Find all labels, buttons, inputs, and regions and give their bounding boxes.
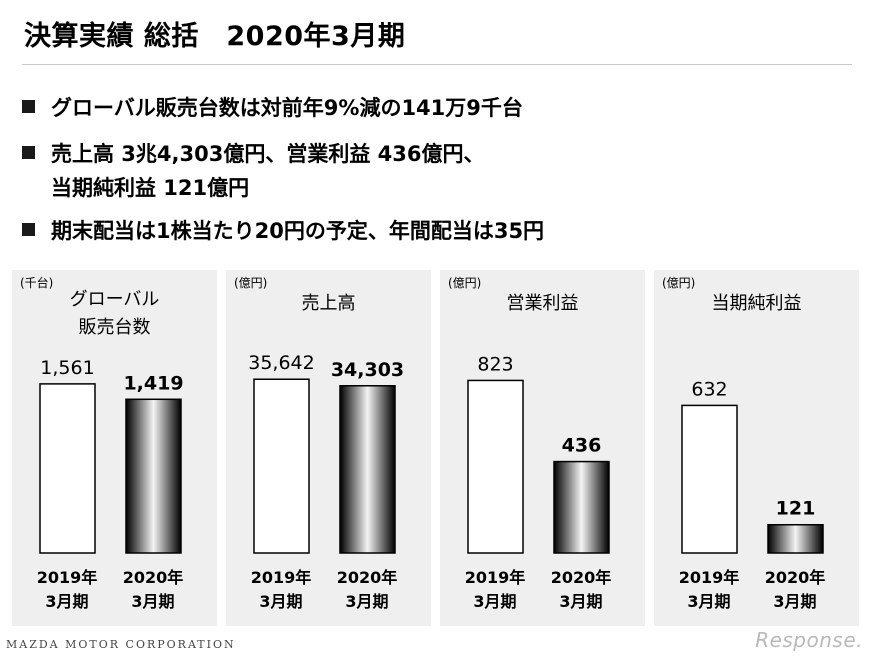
- bullet-item-dividend: 期末配当は1株当たり20円の予定、年間配当は35円: [22, 215, 544, 245]
- x-label-2020: 2020年 3月期: [755, 566, 835, 614]
- bar-2020: [553, 460, 610, 554]
- chart-title: グローバル 販売台数: [12, 286, 217, 342]
- bar-chart-net-income: 632 121: [681, 378, 824, 554]
- x-label-year: 2019年 3月期: [464, 568, 526, 611]
- company-footer: MAZDA MOTOR CORPORATION: [6, 638, 236, 651]
- bar-2019: [253, 378, 310, 554]
- bar-2020: [125, 398, 182, 554]
- x-label-2019: 2019年 3月期: [27, 566, 107, 614]
- x-label-year: 2020年 3月期: [122, 568, 184, 611]
- unit-label: (千台): [20, 276, 54, 290]
- bar-2019: [39, 383, 96, 554]
- x-label-2020: 2020年 3月期: [541, 566, 621, 614]
- title-divider: [22, 64, 852, 65]
- value-label-2020: 436: [562, 435, 602, 457]
- bar-2019: [681, 404, 738, 554]
- chart-panel-sales-volume: (千台) グローバル販売台数 1,561 1,419 2019年 3月期 2020年…: [12, 270, 217, 626]
- chart-title-line-1: グローバル: [69, 289, 160, 310]
- unit-label: (億円): [234, 276, 268, 290]
- bar-2020: [767, 523, 824, 554]
- slide-title: 決算実績 総括 2020年3月期: [24, 21, 406, 52]
- chart-title-line-1: 当期純利益: [711, 293, 802, 314]
- bar-chart-sales-volume: 1,561 1,419: [39, 357, 184, 554]
- bullet-continuation: 当期純利益 121億円: [51, 176, 250, 200]
- bullet-text: 売上高 3兆4,303億円、営業利益 436億円、: [51, 142, 485, 166]
- bullet-square-icon: [22, 223, 35, 236]
- chart-panel-revenue: (億円) 売上高 35,642 34,303 2019年 3月期 2020年 3月期: [226, 270, 431, 626]
- value-label-2019: 35,642: [248, 352, 314, 374]
- bullet-item-sales-volume: グローバル販売台数は対前年9%減の141万9千台: [22, 92, 523, 122]
- x-label-year: 2020年 3月期: [550, 568, 612, 611]
- value-label-2019: 632: [691, 378, 727, 400]
- chart-title: 営業利益: [440, 290, 645, 318]
- bullet-item-revenue-profit: 売上高 3兆4,303億円、営業利益 436億円、 当期純利益 121億円: [22, 138, 485, 202]
- value-label-2020: 34,303: [331, 359, 404, 381]
- x-label-2019: 2019年 3月期: [241, 566, 321, 614]
- x-label-year: 2019年 3月期: [36, 568, 98, 611]
- bar-chart-revenue: 35,642 34,303: [248, 352, 404, 554]
- x-label-year: 2019年 3月期: [678, 568, 740, 611]
- value-label-2019: 1,561: [40, 357, 94, 379]
- chart-title: 当期純利益: [654, 290, 859, 318]
- unit-label: (億円): [448, 276, 482, 290]
- unit-label: (億円): [662, 276, 696, 290]
- x-label-year: 2020年 3月期: [336, 568, 398, 611]
- x-label-2020: 2020年 3月期: [327, 566, 407, 614]
- x-label-2019: 2019年 3月期: [669, 566, 749, 614]
- bullet-square-icon: [22, 100, 35, 113]
- value-label-2020: 1,419: [123, 372, 183, 394]
- x-label-2019: 2019年 3月期: [455, 566, 535, 614]
- value-label-2019: 823: [477, 353, 513, 375]
- x-label-year: 2020年 3月期: [764, 568, 826, 611]
- bullet-text: 期末配当は1株当たり20円の予定、年間配当は35円: [51, 219, 545, 243]
- chart-title-line-2: 販売台数: [78, 317, 151, 338]
- value-label-2020: 121: [776, 498, 816, 520]
- x-label-year: 2019年 3月期: [250, 568, 312, 611]
- bullet-text: グローバル販売台数は対前年9%減の141万9千台: [51, 96, 523, 120]
- bullet-square-icon: [22, 146, 35, 159]
- chart-title: 売上高: [226, 290, 431, 318]
- chart-panel-net-income: (億円) 当期純利益 632 121 2019年 3月期 2020年 3月期: [654, 270, 859, 626]
- bar-2020: [339, 385, 396, 554]
- bar-2019: [467, 379, 524, 554]
- chart-panel-operating-profit: (億円) 営業利益 823 436 2019年 3月期 2020年 3月期: [440, 270, 645, 626]
- response-watermark-logo: Response.: [755, 628, 863, 652]
- x-label-2020: 2020年 3月期: [113, 566, 193, 614]
- chart-title-line-1: 売上高: [301, 293, 356, 314]
- chart-title-line-1: 営業利益: [506, 293, 579, 314]
- bar-chart-operating-profit: 823 436: [467, 353, 610, 554]
